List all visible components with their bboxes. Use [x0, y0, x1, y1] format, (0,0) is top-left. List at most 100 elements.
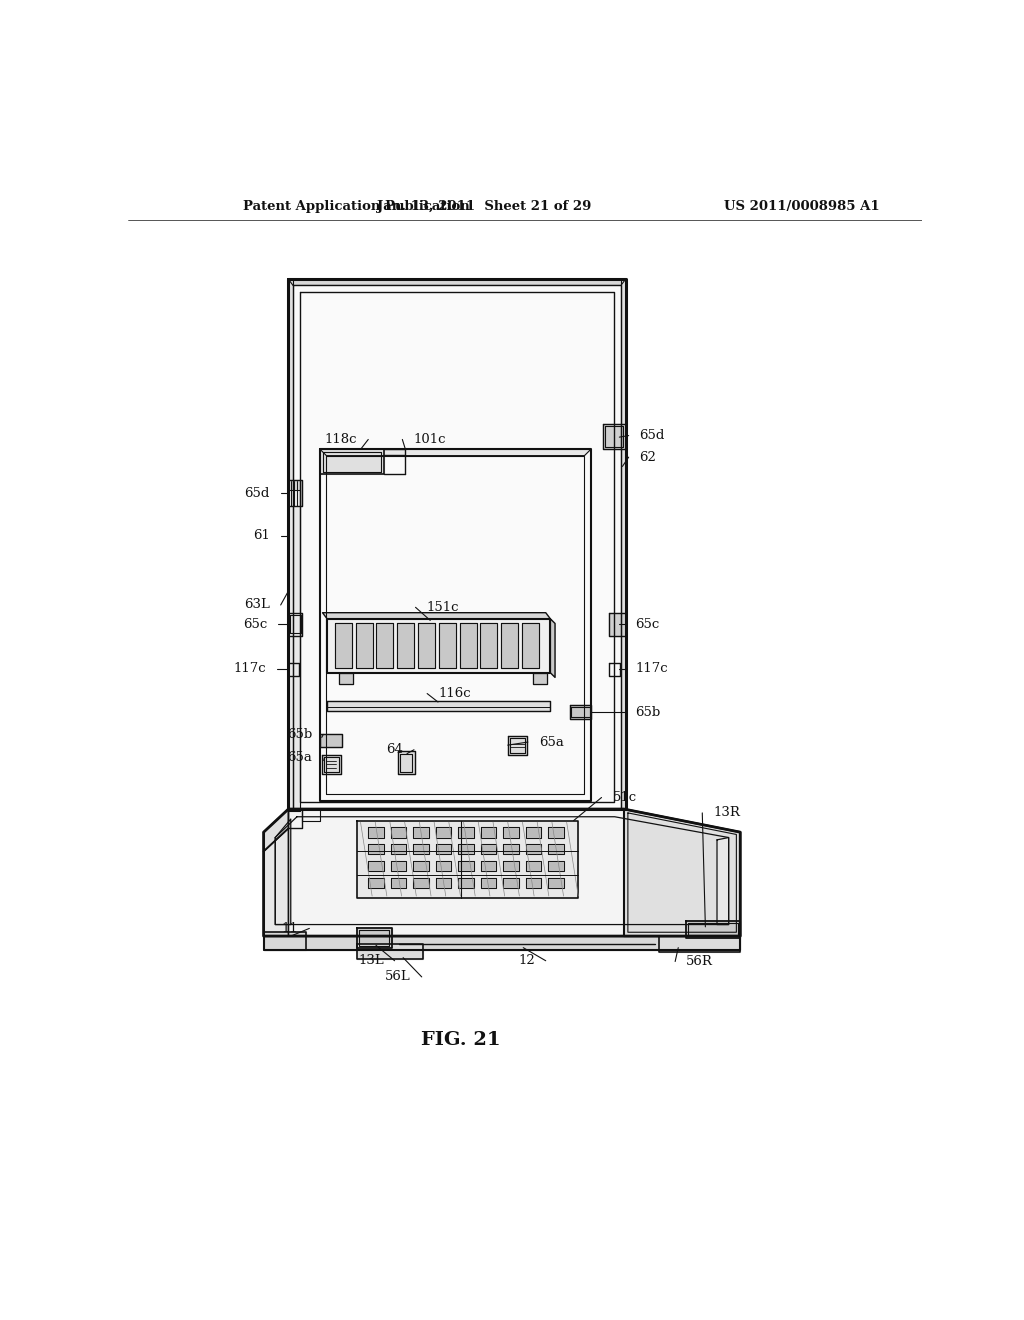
Polygon shape — [534, 673, 547, 684]
Polygon shape — [414, 843, 429, 854]
Text: 151c: 151c — [426, 601, 459, 614]
Polygon shape — [548, 843, 563, 854]
Polygon shape — [391, 826, 407, 837]
Polygon shape — [391, 878, 407, 888]
Polygon shape — [435, 878, 452, 888]
Text: 65c: 65c — [244, 618, 267, 631]
Text: 101c: 101c — [414, 433, 445, 446]
Polygon shape — [289, 490, 300, 812]
Polygon shape — [355, 623, 373, 668]
Polygon shape — [458, 843, 474, 854]
Polygon shape — [603, 424, 626, 449]
Text: Patent Application Publication: Patent Application Publication — [243, 199, 469, 213]
Polygon shape — [289, 480, 302, 507]
Text: Jan. 13, 2011  Sheet 21 of 29: Jan. 13, 2011 Sheet 21 of 29 — [377, 199, 592, 213]
Polygon shape — [480, 843, 496, 854]
Text: 65c: 65c — [636, 618, 659, 631]
Polygon shape — [458, 878, 474, 888]
Polygon shape — [397, 623, 415, 668]
Text: 117c: 117c — [233, 663, 266, 676]
Polygon shape — [624, 809, 740, 936]
Polygon shape — [458, 861, 474, 871]
Polygon shape — [548, 861, 563, 871]
Polygon shape — [289, 809, 302, 829]
Polygon shape — [391, 861, 407, 871]
Polygon shape — [356, 928, 391, 948]
Polygon shape — [608, 612, 626, 636]
Polygon shape — [369, 843, 384, 854]
Polygon shape — [480, 878, 496, 888]
Polygon shape — [418, 623, 435, 668]
Text: 65b: 65b — [287, 727, 312, 741]
Text: 65a: 65a — [539, 735, 563, 748]
Polygon shape — [525, 826, 541, 837]
Text: 118c: 118c — [325, 433, 357, 446]
Text: FIG. 21: FIG. 21 — [422, 1031, 501, 1049]
Polygon shape — [503, 843, 518, 854]
Polygon shape — [397, 751, 415, 775]
Polygon shape — [391, 843, 407, 854]
Polygon shape — [435, 861, 452, 871]
Text: 64: 64 — [386, 743, 403, 756]
Polygon shape — [322, 755, 341, 775]
Polygon shape — [323, 612, 550, 619]
Text: US 2011/0008985 A1: US 2011/0008985 A1 — [724, 199, 880, 213]
Polygon shape — [438, 623, 456, 668]
Text: 116c: 116c — [438, 686, 471, 700]
Text: 51c: 51c — [612, 791, 637, 804]
Polygon shape — [263, 809, 740, 936]
Polygon shape — [289, 612, 302, 636]
Text: 65b: 65b — [636, 705, 660, 718]
Text: 62: 62 — [640, 450, 656, 463]
Polygon shape — [321, 449, 591, 455]
Polygon shape — [275, 818, 291, 924]
Polygon shape — [328, 619, 550, 673]
Text: 13L: 13L — [358, 954, 384, 968]
Polygon shape — [686, 921, 740, 937]
Text: 56L: 56L — [385, 970, 411, 983]
Polygon shape — [369, 826, 384, 837]
Polygon shape — [525, 878, 541, 888]
Text: 61: 61 — [253, 529, 270, 543]
Polygon shape — [435, 826, 452, 837]
Polygon shape — [377, 623, 393, 668]
Polygon shape — [289, 280, 293, 809]
Polygon shape — [522, 623, 539, 668]
Polygon shape — [369, 861, 384, 871]
Polygon shape — [289, 280, 626, 809]
Polygon shape — [289, 280, 626, 285]
Polygon shape — [525, 843, 541, 854]
Text: 65d: 65d — [245, 487, 270, 500]
Polygon shape — [339, 673, 352, 684]
Polygon shape — [508, 737, 527, 755]
Polygon shape — [321, 449, 384, 474]
Text: 56R: 56R — [686, 954, 713, 968]
Polygon shape — [369, 878, 384, 888]
Polygon shape — [503, 878, 518, 888]
Polygon shape — [480, 861, 496, 871]
Polygon shape — [321, 734, 342, 747]
Polygon shape — [335, 623, 352, 668]
Polygon shape — [503, 826, 518, 837]
Text: 11: 11 — [282, 921, 299, 935]
Polygon shape — [414, 861, 429, 871]
Polygon shape — [356, 821, 578, 898]
Polygon shape — [480, 826, 496, 837]
Polygon shape — [263, 932, 306, 950]
Polygon shape — [480, 623, 498, 668]
Polygon shape — [263, 829, 289, 936]
Polygon shape — [460, 623, 476, 668]
Polygon shape — [435, 843, 452, 854]
Text: 63L: 63L — [244, 598, 270, 611]
Polygon shape — [263, 809, 289, 851]
Polygon shape — [356, 944, 423, 960]
Text: 65d: 65d — [640, 429, 665, 442]
Polygon shape — [548, 878, 563, 888]
Polygon shape — [263, 936, 740, 950]
Text: 12: 12 — [518, 954, 535, 968]
Polygon shape — [621, 280, 626, 809]
Polygon shape — [414, 878, 429, 888]
Polygon shape — [548, 826, 563, 837]
Polygon shape — [569, 705, 592, 719]
Text: 117c: 117c — [636, 663, 669, 676]
